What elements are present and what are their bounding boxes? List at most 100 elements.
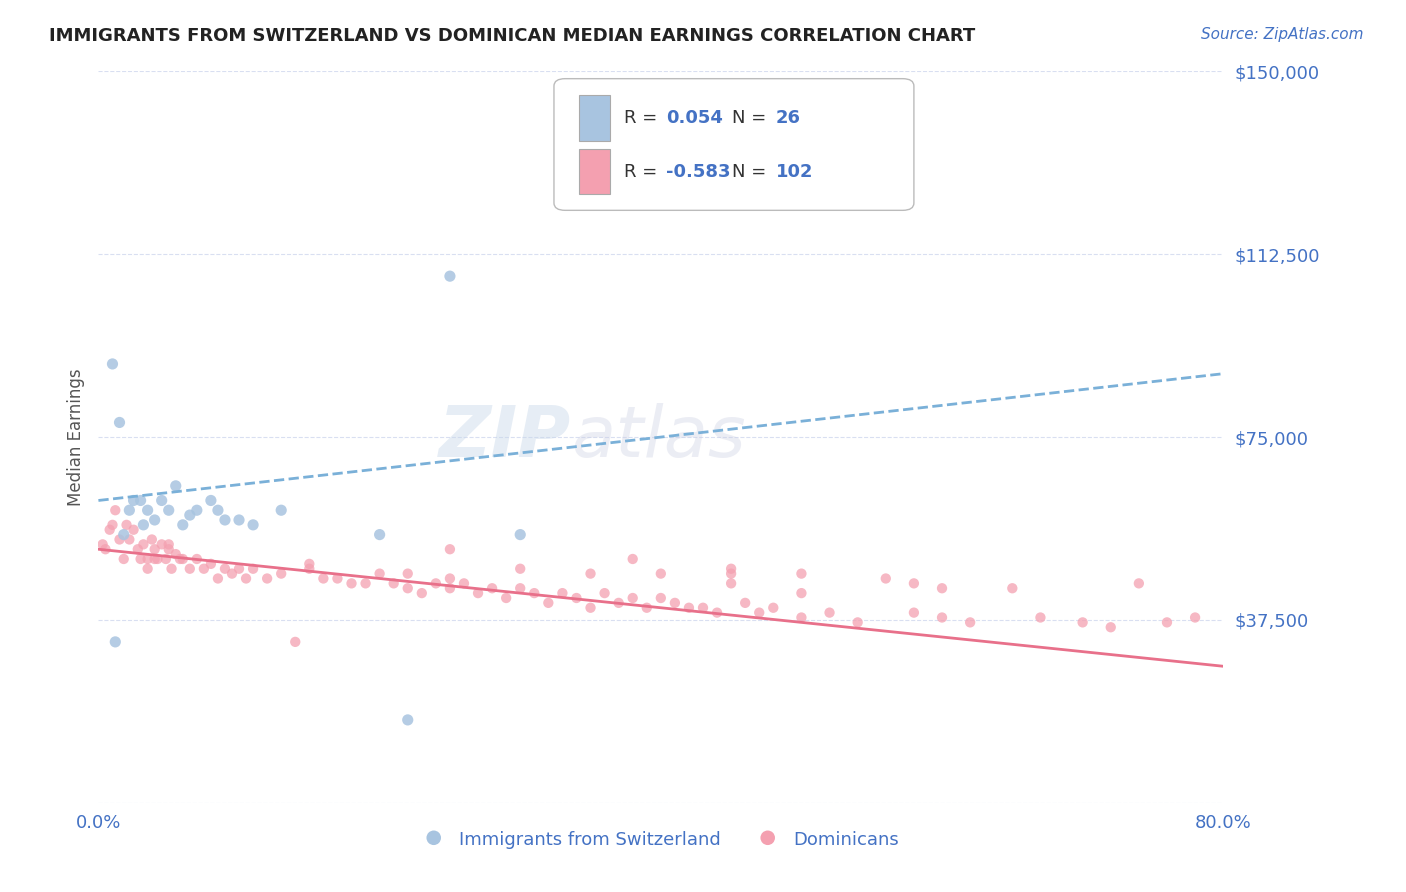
Point [959, 615, 981, 630]
Point [122, 523, 145, 537]
Point [340, 576, 363, 591]
Point [636, 600, 658, 615]
Text: ZIP: ZIP [439, 402, 571, 472]
Point [141, 533, 163, 547]
Point [734, 596, 756, 610]
Point [579, 566, 602, 581]
Point [228, 513, 250, 527]
Point [101, 517, 124, 532]
Point [150, 493, 173, 508]
Point [720, 566, 742, 581]
Point [118, 533, 141, 547]
Point [157, 542, 180, 557]
Point [165, 479, 187, 493]
Point [143, 552, 166, 566]
Point [256, 572, 278, 586]
Text: N =: N = [731, 109, 772, 128]
Point [207, 503, 229, 517]
Point [1156, 615, 1178, 630]
Point [425, 576, 447, 591]
Point [235, 572, 257, 586]
Point [270, 503, 292, 517]
Bar [579, 95, 610, 141]
Point [169, 552, 191, 566]
Point [931, 581, 953, 595]
Point [579, 600, 602, 615]
Point [1184, 610, 1206, 624]
Point [790, 586, 813, 600]
Point [101, 357, 124, 371]
Point [127, 542, 149, 557]
Point [104, 503, 127, 517]
Point [108, 533, 131, 547]
Point [439, 581, 461, 595]
Point [818, 606, 841, 620]
Point [396, 566, 419, 581]
Point [439, 269, 461, 284]
Point [551, 586, 574, 600]
Point [453, 576, 475, 591]
Point [108, 416, 131, 430]
Point [104, 635, 127, 649]
Point [523, 586, 546, 600]
Point [200, 557, 222, 571]
Point [284, 635, 307, 649]
Point [94, 542, 117, 557]
Point [132, 537, 155, 551]
Text: R =: R = [624, 163, 662, 181]
Point [179, 508, 201, 522]
Point [593, 586, 616, 600]
Text: 26: 26 [776, 109, 800, 128]
Point [136, 562, 159, 576]
Point [396, 581, 419, 595]
Point [790, 566, 813, 581]
Point [98, 523, 121, 537]
Point [165, 547, 187, 561]
Point [172, 517, 194, 532]
Point [270, 566, 292, 581]
Bar [579, 149, 610, 194]
Point [354, 576, 377, 591]
Point [242, 517, 264, 532]
Point [112, 552, 135, 566]
Point [214, 562, 236, 576]
Point [179, 562, 201, 576]
Point [509, 527, 531, 541]
Point [439, 572, 461, 586]
Point [228, 562, 250, 576]
Y-axis label: Median Earnings: Median Earnings [66, 368, 84, 506]
Point [143, 542, 166, 557]
Point [720, 562, 742, 576]
Point [129, 493, 152, 508]
Point [467, 586, 489, 600]
Point [481, 581, 503, 595]
Point [650, 591, 672, 605]
Point [91, 537, 114, 551]
Point [157, 503, 180, 517]
Point [186, 503, 208, 517]
Point [157, 537, 180, 551]
Point [193, 562, 215, 576]
Point [903, 606, 925, 620]
Point [692, 600, 714, 615]
Text: atlas: atlas [571, 402, 745, 472]
Point [129, 552, 152, 566]
Point [186, 552, 208, 566]
Point [903, 576, 925, 591]
Point [112, 527, 135, 541]
Point [132, 517, 155, 532]
Point [509, 581, 531, 595]
Point [396, 713, 419, 727]
Point [790, 610, 813, 624]
Point [155, 552, 177, 566]
Point [172, 552, 194, 566]
Point [160, 562, 183, 576]
Point [146, 552, 169, 566]
Point [748, 606, 770, 620]
Point [762, 600, 785, 615]
Point [875, 572, 897, 586]
Text: -0.583: -0.583 [666, 163, 731, 181]
Point [621, 552, 644, 566]
Text: 0.054: 0.054 [666, 109, 723, 128]
Text: IMMIGRANTS FROM SWITZERLAND VS DOMINICAN MEDIAN EARNINGS CORRELATION CHART: IMMIGRANTS FROM SWITZERLAND VS DOMINICAN… [49, 27, 976, 45]
